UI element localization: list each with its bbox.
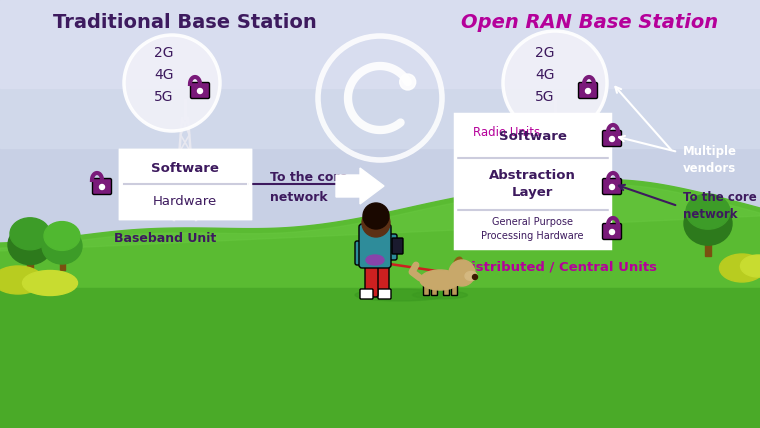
Ellipse shape <box>8 225 52 265</box>
FancyBboxPatch shape <box>120 150 250 218</box>
Ellipse shape <box>23 270 78 295</box>
Polygon shape <box>0 180 760 428</box>
Circle shape <box>449 260 475 286</box>
FancyBboxPatch shape <box>451 279 458 295</box>
Text: 2G
4G
5G: 2G 4G 5G <box>535 46 555 104</box>
Ellipse shape <box>355 289 445 301</box>
FancyBboxPatch shape <box>365 259 378 297</box>
FancyBboxPatch shape <box>455 210 610 248</box>
FancyBboxPatch shape <box>392 238 403 254</box>
Bar <box>705 238 711 256</box>
FancyBboxPatch shape <box>359 224 391 268</box>
Text: Baseband Unit: Baseband Unit <box>114 232 216 245</box>
Ellipse shape <box>465 271 477 280</box>
FancyBboxPatch shape <box>432 279 438 295</box>
Text: Abstraction
Layer: Abstraction Layer <box>489 169 576 199</box>
Circle shape <box>503 31 607 135</box>
Text: Open RAN Base Station: Open RAN Base Station <box>461 13 718 32</box>
Bar <box>0 288 760 428</box>
FancyBboxPatch shape <box>360 289 373 299</box>
FancyBboxPatch shape <box>578 83 597 98</box>
Ellipse shape <box>10 218 50 250</box>
Polygon shape <box>336 168 384 204</box>
Bar <box>0 0 760 248</box>
Text: Software: Software <box>499 130 566 143</box>
Text: General Purpose
Processing Hardware: General Purpose Processing Hardware <box>481 217 584 241</box>
FancyBboxPatch shape <box>376 255 389 297</box>
FancyBboxPatch shape <box>455 114 610 158</box>
Ellipse shape <box>453 257 463 273</box>
FancyBboxPatch shape <box>385 234 397 260</box>
Bar <box>0 0 760 88</box>
Ellipse shape <box>366 255 384 265</box>
Ellipse shape <box>686 194 730 229</box>
Bar <box>0 0 760 148</box>
Polygon shape <box>0 185 760 251</box>
Ellipse shape <box>684 202 732 245</box>
FancyBboxPatch shape <box>603 223 622 240</box>
Text: Radio Units: Radio Units <box>473 126 540 139</box>
Text: network: network <box>270 191 328 204</box>
Circle shape <box>362 209 390 237</box>
Circle shape <box>198 89 202 93</box>
Ellipse shape <box>720 254 760 282</box>
Circle shape <box>473 274 477 279</box>
FancyBboxPatch shape <box>455 158 610 210</box>
Circle shape <box>610 184 615 190</box>
Ellipse shape <box>420 270 460 290</box>
Circle shape <box>100 184 104 190</box>
Circle shape <box>400 74 416 90</box>
Text: Multiple
vendors: Multiple vendors <box>683 145 737 175</box>
FancyBboxPatch shape <box>191 83 210 98</box>
Text: Software: Software <box>151 162 219 175</box>
FancyBboxPatch shape <box>378 289 391 299</box>
Text: Distributed / Central Units: Distributed / Central Units <box>460 260 657 273</box>
Text: Hardware: Hardware <box>153 194 217 208</box>
Ellipse shape <box>42 228 82 264</box>
Circle shape <box>610 229 615 235</box>
Circle shape <box>124 35 220 131</box>
Bar <box>59 258 65 270</box>
Ellipse shape <box>740 255 760 277</box>
Bar <box>27 258 33 273</box>
FancyBboxPatch shape <box>93 178 112 194</box>
Text: Traditional Base Station: Traditional Base Station <box>53 13 317 32</box>
Text: To the core
network: To the core network <box>683 191 757 221</box>
Circle shape <box>363 203 389 229</box>
Ellipse shape <box>0 266 43 294</box>
Text: 2G
4G
5G: 2G 4G 5G <box>154 46 174 104</box>
FancyBboxPatch shape <box>444 279 449 295</box>
FancyBboxPatch shape <box>355 241 366 265</box>
Ellipse shape <box>44 222 80 250</box>
FancyBboxPatch shape <box>603 178 622 194</box>
FancyBboxPatch shape <box>603 131 622 146</box>
FancyBboxPatch shape <box>423 279 429 295</box>
Ellipse shape <box>366 206 386 218</box>
Text: To the core: To the core <box>270 171 348 184</box>
Circle shape <box>585 89 591 93</box>
Ellipse shape <box>413 291 467 299</box>
Circle shape <box>610 137 615 142</box>
